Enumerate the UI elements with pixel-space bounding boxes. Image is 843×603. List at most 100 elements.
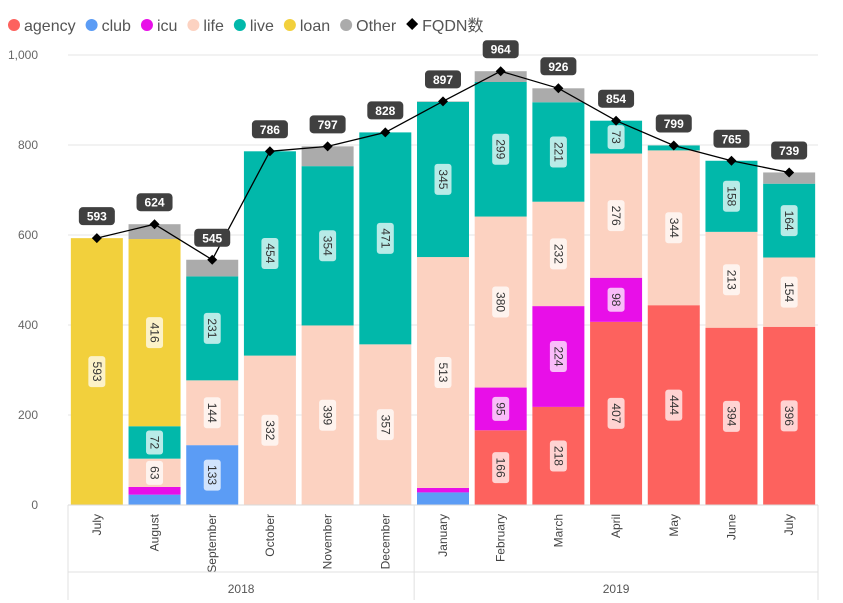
total-label: 897 — [433, 73, 453, 87]
x-tick-label: September — [205, 514, 219, 573]
segment-label-bg — [146, 317, 164, 349]
total-label: 828 — [375, 104, 395, 118]
segment-label-bg — [203, 312, 221, 344]
segment-label-bg — [549, 136, 567, 168]
legend: agency club icu life live loan Other FQDN数 — [8, 17, 483, 35]
y-tick-label: 200 — [18, 408, 38, 422]
segment-label-text: 154 — [782, 282, 796, 302]
segment-label-bg — [780, 276, 798, 308]
segment-label-live: 299 — [492, 133, 510, 165]
total-label-bg — [713, 129, 750, 148]
segment-label-text: 454 — [263, 243, 277, 263]
legend-label-agency: agency — [24, 18, 76, 35]
x-tick-label: January — [436, 514, 450, 557]
segment-label-agency: 444 — [665, 389, 683, 421]
segment-label-bg — [607, 200, 625, 232]
legend-label-club: club — [102, 18, 131, 35]
segment-label-text: 164 — [782, 211, 796, 231]
total-label: 765 — [721, 132, 741, 146]
segment-label-bg — [492, 396, 510, 421]
segment-label-live: 354 — [319, 230, 337, 262]
segment-label-text: 276 — [609, 206, 623, 226]
segment-label-live: 72 — [146, 430, 164, 455]
segment-label-bg — [665, 212, 683, 244]
segment-label-bg — [722, 264, 740, 296]
total-label-bg — [136, 193, 173, 212]
x-axis: July August September October November Decemb… — [67, 504, 819, 600]
x-tick-label: November — [321, 514, 335, 569]
segment-label-live: 231 — [203, 312, 221, 344]
segment-label-text: 332 — [263, 420, 277, 440]
legend-label-fqdn: FQDN数 — [422, 17, 483, 35]
segment-label-text: 72 — [148, 436, 162, 450]
segment-label-agency: 394 — [722, 400, 740, 432]
y-tick-label: 1,000 — [8, 48, 38, 62]
y-axis: 0 200 400 600 800 1,000 — [8, 48, 38, 512]
segment-label-bg — [549, 440, 567, 472]
total-label-bg — [78, 207, 115, 226]
bars — [70, 71, 816, 505]
bar-segment-other — [763, 172, 816, 184]
segment-label-text: 416 — [148, 323, 162, 343]
segment-label-live: 221 — [549, 136, 567, 168]
segment-label-text: 396 — [782, 406, 796, 426]
segment-label-live: 164 — [780, 205, 798, 237]
segment-label-text: 407 — [609, 403, 623, 423]
segment-label-bg — [376, 409, 394, 441]
y-tick-label: 0 — [31, 498, 38, 512]
segment-label-text: 593 — [90, 362, 104, 382]
legend-marker-fqdn — [406, 18, 419, 30]
segment-label-text: 98 — [609, 293, 623, 307]
bar-segment-club — [417, 492, 469, 505]
total-label: 624 — [145, 196, 165, 210]
fqdn-marker — [495, 66, 506, 77]
segment-label-text: 232 — [551, 244, 565, 264]
segment-label-text: 213 — [724, 270, 738, 290]
segment-label-life: 213 — [722, 264, 740, 296]
segment-label-icu: 224 — [549, 341, 567, 372]
fqdn-marker — [611, 115, 622, 126]
segment-label-agency: 218 — [549, 440, 567, 472]
x-tick-label: December — [378, 514, 392, 569]
legend-label-life: life — [203, 18, 224, 35]
legend-marker-live — [233, 19, 246, 31]
segment-label-life: 513 — [434, 356, 452, 388]
x-tick-label: April — [609, 514, 623, 538]
year-label: 2019 — [603, 582, 630, 596]
segment-label-club: 133 — [203, 459, 221, 491]
segment-label-text: 95 — [494, 402, 508, 416]
legend-marker-icu — [140, 19, 153, 31]
fqdn-marker — [553, 83, 564, 94]
total-label-bg — [367, 101, 404, 120]
fqdn-marker — [264, 146, 275, 157]
bar-segment-icu — [417, 487, 469, 493]
segment-label-bg — [665, 389, 683, 421]
segment-label-text: 73 — [609, 130, 623, 144]
segment-label-bg — [492, 133, 510, 165]
segment-label-agency: 396 — [780, 400, 798, 432]
segment-label-bg — [146, 430, 164, 455]
segment-label-live: 158 — [722, 180, 740, 212]
fqdn-marker — [668, 140, 679, 151]
fqdn-marker — [438, 96, 448, 107]
total-label: 926 — [548, 60, 568, 74]
total-label-bg — [771, 141, 808, 160]
segment-label-bg — [434, 163, 452, 195]
segment-label-text: 144 — [205, 403, 219, 423]
bar-segment-other — [532, 88, 585, 103]
fqdn-line — [91, 66, 795, 265]
fqdn-marker — [726, 155, 737, 166]
legend-label-loan: loan — [300, 18, 330, 35]
x-tick-label: July — [90, 514, 104, 535]
segment-label-life: 332 — [261, 414, 279, 446]
segment-label-bg — [780, 400, 798, 432]
total-label-bg — [482, 40, 519, 59]
segment-label-text: 224 — [551, 346, 565, 366]
y-tick-label: 600 — [18, 228, 38, 242]
segment-label-text: 166 — [494, 458, 508, 478]
segment-label-bg — [376, 222, 394, 254]
fqdn-marker — [322, 141, 333, 152]
segment-label-text: 158 — [724, 186, 738, 206]
segment-label-life: 63 — [146, 460, 164, 485]
legend-label-icu: icu — [157, 18, 177, 35]
